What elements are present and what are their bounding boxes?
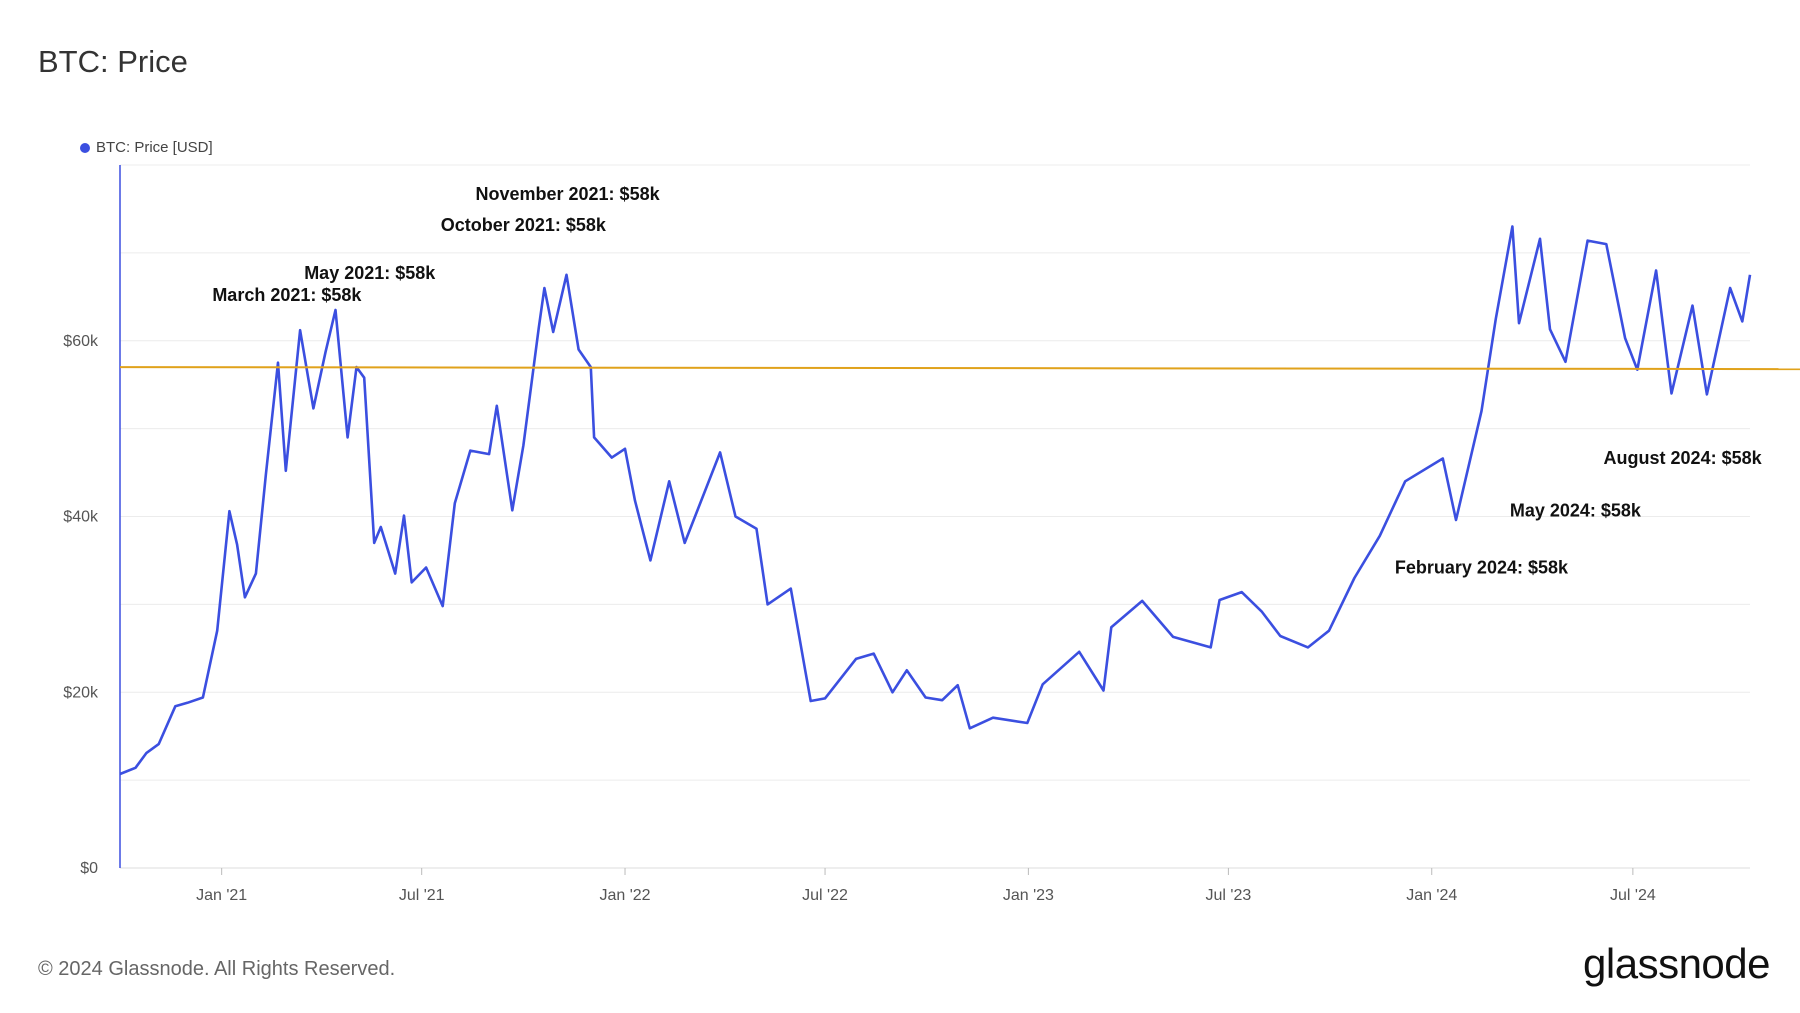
x-tick-label: Jul '21	[399, 887, 445, 904]
x-tick-label: Jul '23	[1206, 887, 1252, 904]
x-tick-label: Jan '23	[1003, 887, 1054, 904]
annotation-label: March 2021: $58k	[212, 285, 362, 305]
legend-item[interactable]: BTC: Price [USD]	[80, 139, 213, 156]
legend-label: BTC: Price [USD]	[96, 139, 213, 156]
copyright-text: © 2024 Glassnode. All Rights Reserved.	[38, 958, 396, 980]
x-tick-label: Jan '22	[599, 887, 650, 904]
chart-title: BTC: Price	[38, 44, 188, 79]
annotation-label: November 2021: $58k	[475, 184, 660, 204]
glassnode-logo: glassnode	[1583, 940, 1770, 987]
annotation-label: May 2021: $58k	[304, 263, 436, 283]
y-tick-label: $0	[80, 860, 98, 877]
y-tick-label: $20k	[63, 684, 99, 701]
annotation-label: February 2024: $58k	[1395, 558, 1569, 578]
x-tick-label: Jan '21	[196, 887, 247, 904]
legend-dot-icon	[80, 142, 90, 153]
annotation-label: August 2024: $58k	[1604, 448, 1763, 468]
y-tick-label: $40k	[63, 509, 99, 526]
price-chart[interactable]: $0 $20k $40k $60k Jan '21 Jul '21 Jan '22 Jul '…	[0, 0, 1800, 930]
annotation-label: May 2024: $58k	[1510, 501, 1642, 521]
x-tick-label: Jul '24	[1610, 887, 1656, 904]
annotation-label: October 2021: $58k	[441, 215, 607, 235]
y-tick-label: $60k	[63, 333, 99, 350]
x-tick-label: Jul '22	[802, 887, 848, 904]
btc-price-line	[119, 225, 1752, 776]
x-tick-label: Jan '24	[1406, 887, 1457, 904]
reference-line-58k	[119, 366, 1800, 371]
